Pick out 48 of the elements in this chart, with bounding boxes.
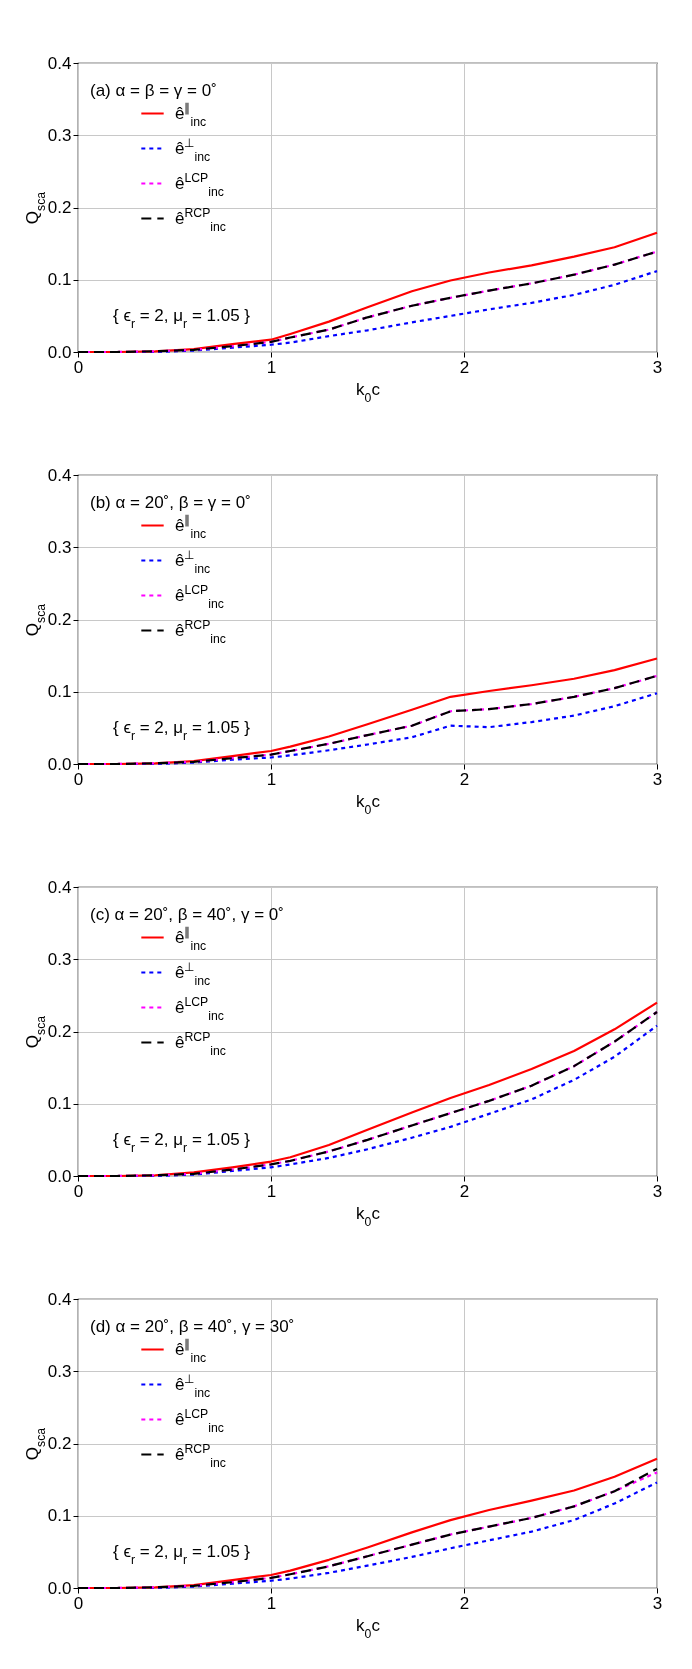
annotation: { ϵ$_{r}$ = 2, μ$_{r}$ = 1.05 }: [113, 1130, 251, 1155]
y-tick-label: 0.0: [47, 754, 72, 774]
x-tick-label: 2: [459, 1181, 470, 1201]
text: (b) α = 20˚, β = γ = 0˚: [90, 493, 251, 512]
y-tick-label: 0.4: [47, 1289, 72, 1309]
x-tick-label: 3: [652, 769, 663, 789]
y-tick-label: 0.2: [47, 198, 72, 217]
y-tick-label: 0.3: [47, 537, 72, 557]
x-tick-label: 2: [459, 1593, 470, 1613]
y-tick-label: 0.4: [47, 465, 72, 485]
y-tick-label: 0.1: [47, 1506, 72, 1526]
y-tick-label: 0.4: [47, 877, 72, 897]
annotation: { ϵ$_{r}$ = 2, μ$_{r}$ = 1.05 }: [113, 718, 251, 743]
x-tick-label: 1: [266, 1593, 277, 1613]
x-tick-label: 3: [652, 1181, 663, 1201]
x-tick-label: 2: [459, 769, 470, 789]
x-tick-label: 1: [266, 769, 277, 789]
x-tick-label: 3: [652, 1593, 663, 1613]
y-tick-label: 0.0: [47, 1578, 72, 1598]
x-tick-label: 2: [459, 357, 470, 377]
x-tick-label: 0: [73, 1593, 84, 1613]
annotation: { ϵ$_{r}$ = 2, μ$_{r}$ = 1.05 }: [113, 1542, 251, 1567]
x-tick-label: 0: [73, 769, 84, 789]
x-axis-title: k$_{0}$c: [356, 379, 381, 405]
x-axis-title: k$_{0}$c: [356, 791, 381, 817]
y-tick-label: 0.0: [47, 1166, 72, 1186]
y-tick-label: 0.1: [47, 682, 72, 702]
y-tick-label: 0.2: [47, 610, 72, 629]
x-axis-title: k$_{0}$c: [356, 1615, 381, 1641]
x-axis-title: k$_{0}$c: [356, 1203, 381, 1229]
y-tick-label: 0.1: [47, 270, 72, 290]
y-tick-label: 0.3: [47, 949, 72, 969]
y-tick-label: 0.3: [47, 1361, 72, 1381]
y-tick-label: 0.3: [47, 125, 72, 145]
y-tick-label: 0.0: [47, 342, 72, 362]
y-tick-label: 0.1: [47, 1094, 72, 1114]
x-tick-label: 1: [266, 357, 277, 377]
x-tick-label: 1: [266, 1181, 277, 1201]
text: (a) α = β = γ = 0˚: [90, 81, 217, 100]
y-tick-label: 0.4: [47, 53, 72, 73]
text: (d) α = 20˚, β = 40˚, γ = 30˚: [90, 1317, 295, 1336]
x-tick-label: 3: [652, 357, 663, 377]
annotation: { ϵ$_{r}$ = 2, μ$_{r}$ = 1.05 }: [113, 306, 251, 331]
y-tick-label: 0.2: [47, 1022, 72, 1041]
y-tick-label: 0.2: [47, 1434, 72, 1453]
x-tick-label: 0: [73, 357, 84, 377]
text: (c) α = 20˚, β = 40˚, γ = 0˚: [90, 905, 284, 924]
x-tick-label: 0: [73, 1181, 84, 1201]
